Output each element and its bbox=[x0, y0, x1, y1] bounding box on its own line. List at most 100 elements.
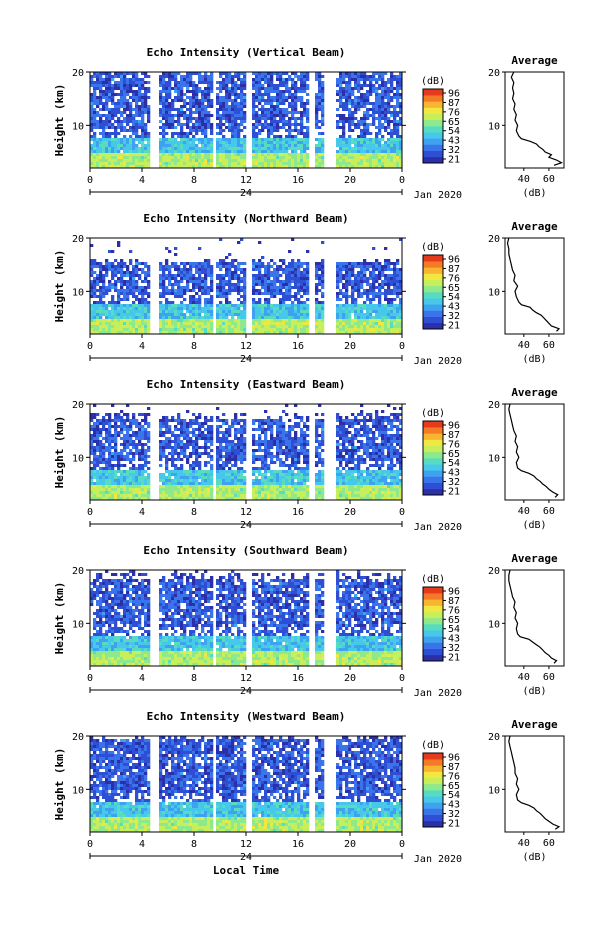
heatmap-cell bbox=[342, 304, 345, 307]
heatmap-cell bbox=[294, 138, 297, 141]
heatmap-cell bbox=[141, 262, 144, 265]
heatmap-cell bbox=[135, 295, 138, 298]
heatmap-cell bbox=[147, 488, 150, 491]
heatmap-cell bbox=[282, 271, 285, 274]
heatmap-cell bbox=[276, 129, 279, 132]
heatmap-cell bbox=[255, 153, 258, 156]
heatmap-cell bbox=[321, 328, 324, 331]
heatmap-cell bbox=[183, 494, 186, 497]
heatmap-cell bbox=[132, 301, 135, 304]
heatmap-cell bbox=[348, 126, 351, 129]
heatmap-cell bbox=[120, 147, 123, 150]
heatmap-cell bbox=[123, 87, 126, 90]
heatmap-cell bbox=[372, 274, 375, 277]
heatmap-cell bbox=[162, 123, 165, 126]
heatmap-cell bbox=[369, 313, 372, 316]
heatmap-cell bbox=[111, 488, 114, 491]
heatmap-cell bbox=[300, 280, 303, 283]
heatmap-cell bbox=[255, 488, 258, 491]
heatmap-cell bbox=[108, 153, 111, 156]
heatmap-cell bbox=[363, 81, 366, 84]
heatmap-cell bbox=[393, 123, 396, 126]
heatmap-cell bbox=[363, 99, 366, 102]
heatmap-cell bbox=[375, 159, 378, 162]
heatmap-cell bbox=[117, 316, 120, 319]
heatmap-cell bbox=[162, 491, 165, 494]
heatmap-cell bbox=[180, 75, 183, 78]
heatmap-cell bbox=[240, 102, 243, 105]
heatmap-cell bbox=[315, 126, 318, 129]
heatmap-cell bbox=[222, 310, 225, 313]
heatmap-cell bbox=[132, 494, 135, 497]
heatmap-cell bbox=[177, 322, 180, 325]
heatmap-cell bbox=[300, 307, 303, 310]
heatmap-cell bbox=[390, 111, 393, 114]
heatmap-cell bbox=[255, 93, 258, 96]
heatmap-cell bbox=[321, 114, 324, 117]
heatmap-cell bbox=[177, 265, 180, 268]
heatmap-cell bbox=[357, 322, 360, 325]
heatmap-cell bbox=[183, 298, 186, 301]
heatmap-cell bbox=[99, 286, 102, 289]
heatmap-cell bbox=[282, 292, 285, 295]
heatmap-cell bbox=[387, 325, 390, 328]
heatmap-cell bbox=[252, 162, 255, 165]
heatmap-cell bbox=[315, 117, 318, 120]
heatmap-cell bbox=[147, 313, 150, 316]
heatmap-cell bbox=[288, 105, 291, 108]
heatmap-cell bbox=[270, 286, 273, 289]
heatmap-cell bbox=[273, 153, 276, 156]
heatmap-cell bbox=[225, 120, 228, 123]
heatmap-cell bbox=[243, 111, 246, 114]
heatmap-cell bbox=[306, 156, 309, 159]
heatmap-cell bbox=[378, 286, 381, 289]
heatmap-cell bbox=[384, 265, 387, 268]
heatmap-cell bbox=[228, 271, 231, 274]
heatmap-cell bbox=[162, 96, 165, 99]
heatmap-cell bbox=[303, 325, 306, 328]
heatmap-cell bbox=[387, 108, 390, 111]
heatmap-cell bbox=[195, 268, 198, 271]
heatmap-cell bbox=[195, 153, 198, 156]
heatmap-cell bbox=[303, 156, 306, 159]
heatmap-cell bbox=[96, 274, 99, 277]
heatmap-cell bbox=[159, 96, 162, 99]
heatmap-cell bbox=[252, 319, 255, 322]
heatmap-cell bbox=[189, 126, 192, 129]
heatmap-cell bbox=[294, 298, 297, 301]
heatmap-cell bbox=[171, 144, 174, 147]
heatmap-cell bbox=[183, 304, 186, 307]
heatmap-cell bbox=[276, 268, 279, 271]
heatmap-cell bbox=[348, 138, 351, 141]
heatmap-cell bbox=[93, 265, 96, 268]
heatmap-cell bbox=[93, 304, 96, 307]
heatmap-cell bbox=[177, 292, 180, 295]
heatmap-cell bbox=[231, 93, 234, 96]
heatmap-cell bbox=[171, 301, 174, 304]
heatmap-cell bbox=[294, 141, 297, 144]
heatmap-cell bbox=[120, 153, 123, 156]
heatmap-cell bbox=[138, 159, 141, 162]
heatmap-cell bbox=[99, 81, 102, 84]
heatmap-cell bbox=[198, 162, 201, 165]
heatmap-cell bbox=[345, 325, 348, 328]
heatmap-cell bbox=[282, 78, 285, 81]
heatmap-cell bbox=[285, 298, 288, 301]
heatmap-cell bbox=[303, 144, 306, 147]
heatmap-cell bbox=[198, 328, 201, 331]
heatmap-cell bbox=[273, 277, 276, 280]
heatmap-cell bbox=[99, 93, 102, 96]
heatmap-cell bbox=[138, 322, 141, 325]
heatmap-cell bbox=[237, 105, 240, 108]
heatmap-cell bbox=[390, 328, 393, 331]
heatmap-cell bbox=[105, 265, 108, 268]
heatmap-cell bbox=[171, 494, 174, 497]
heatmap-cell bbox=[234, 117, 237, 120]
heatmap-cell bbox=[285, 111, 288, 114]
heatmap-cell bbox=[243, 325, 246, 328]
heatmap-cell bbox=[231, 75, 234, 78]
heatmap-cell bbox=[258, 114, 261, 117]
heatmap-cell bbox=[351, 307, 354, 310]
heatmap-cell bbox=[243, 316, 246, 319]
heatmap-cell bbox=[180, 277, 183, 280]
